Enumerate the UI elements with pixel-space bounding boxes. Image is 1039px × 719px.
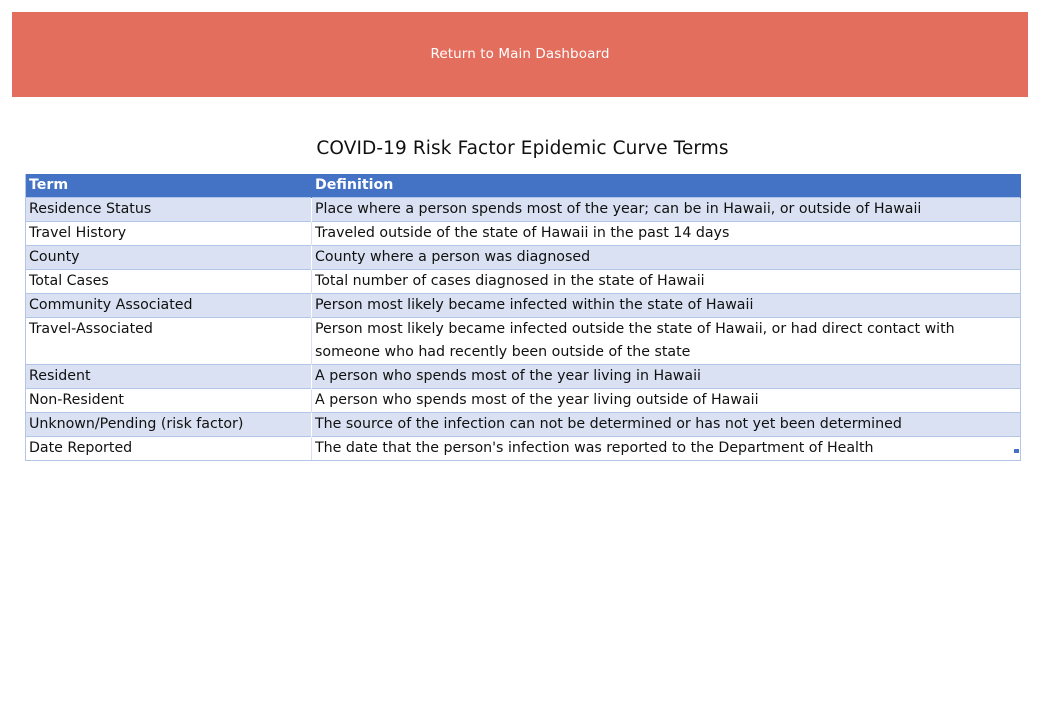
page-title: COVID-19 Risk Factor Epidemic Curve Term… bbox=[316, 138, 729, 159]
term-cell: Resident bbox=[25, 364, 312, 389]
table-row: Total Cases Total number of cases diagno… bbox=[25, 269, 1021, 294]
table-row: Travel-Associated Person most likely bec… bbox=[25, 317, 1021, 365]
definition-cell: County where a person was diagnosed bbox=[311, 245, 1021, 270]
column-header-definition: Definition bbox=[311, 174, 1021, 198]
definition-cell: Place where a person spends most of the … bbox=[311, 197, 1021, 222]
term-cell: Residence Status bbox=[25, 197, 312, 222]
term-cell: Date Reported bbox=[25, 436, 312, 461]
term-cell: Unknown/Pending (risk factor) bbox=[25, 412, 312, 437]
definition-cell: Traveled outside of the state of Hawaii … bbox=[311, 221, 1021, 246]
table-row: Residence Status Place where a person sp… bbox=[25, 197, 1021, 222]
term-cell: Travel-Associated bbox=[25, 317, 312, 365]
term-cell: Community Associated bbox=[25, 293, 312, 318]
terms-table: Term Definition Residence Status Place w… bbox=[25, 174, 1021, 461]
term-cell: Travel History bbox=[25, 221, 312, 246]
term-cell: Total Cases bbox=[25, 269, 312, 294]
term-cell: County bbox=[25, 245, 312, 270]
definition-cell: A person who spends most of the year liv… bbox=[311, 364, 1021, 389]
table-row: Date Reported The date that the person's… bbox=[25, 436, 1021, 461]
definition-cell: The source of the infection can not be d… bbox=[311, 412, 1021, 437]
definition-cell: Person most likely became infected outsi… bbox=[311, 317, 1021, 365]
return-button-label: Return to Main Dashboard bbox=[430, 45, 610, 62]
table-header-row: Term Definition bbox=[25, 174, 1021, 198]
table-row: Travel History Traveled outside of the s… bbox=[25, 221, 1021, 246]
table-row: County County where a person was diagnos… bbox=[25, 245, 1021, 270]
definition-cell: Total number of cases diagnosed in the s… bbox=[311, 269, 1021, 294]
table-row: Resident A person who spends most of the… bbox=[25, 364, 1021, 389]
term-cell: Non-Resident bbox=[25, 388, 312, 413]
return-to-main-dashboard-button[interactable]: Return to Main Dashboard bbox=[12, 12, 1028, 97]
table-row: Unknown/Pending (risk factor) The source… bbox=[25, 412, 1021, 437]
table-row: Community Associated Person most likely … bbox=[25, 293, 1021, 318]
table-resize-handle[interactable] bbox=[1014, 449, 1019, 453]
definition-cell: A person who spends most of the year liv… bbox=[311, 388, 1021, 413]
definition-cell: Person most likely became infected withi… bbox=[311, 293, 1021, 318]
table-row: Non-Resident A person who spends most of… bbox=[25, 388, 1021, 413]
definition-cell: The date that the person's infection was… bbox=[311, 436, 1021, 461]
column-header-term: Term bbox=[25, 174, 312, 198]
